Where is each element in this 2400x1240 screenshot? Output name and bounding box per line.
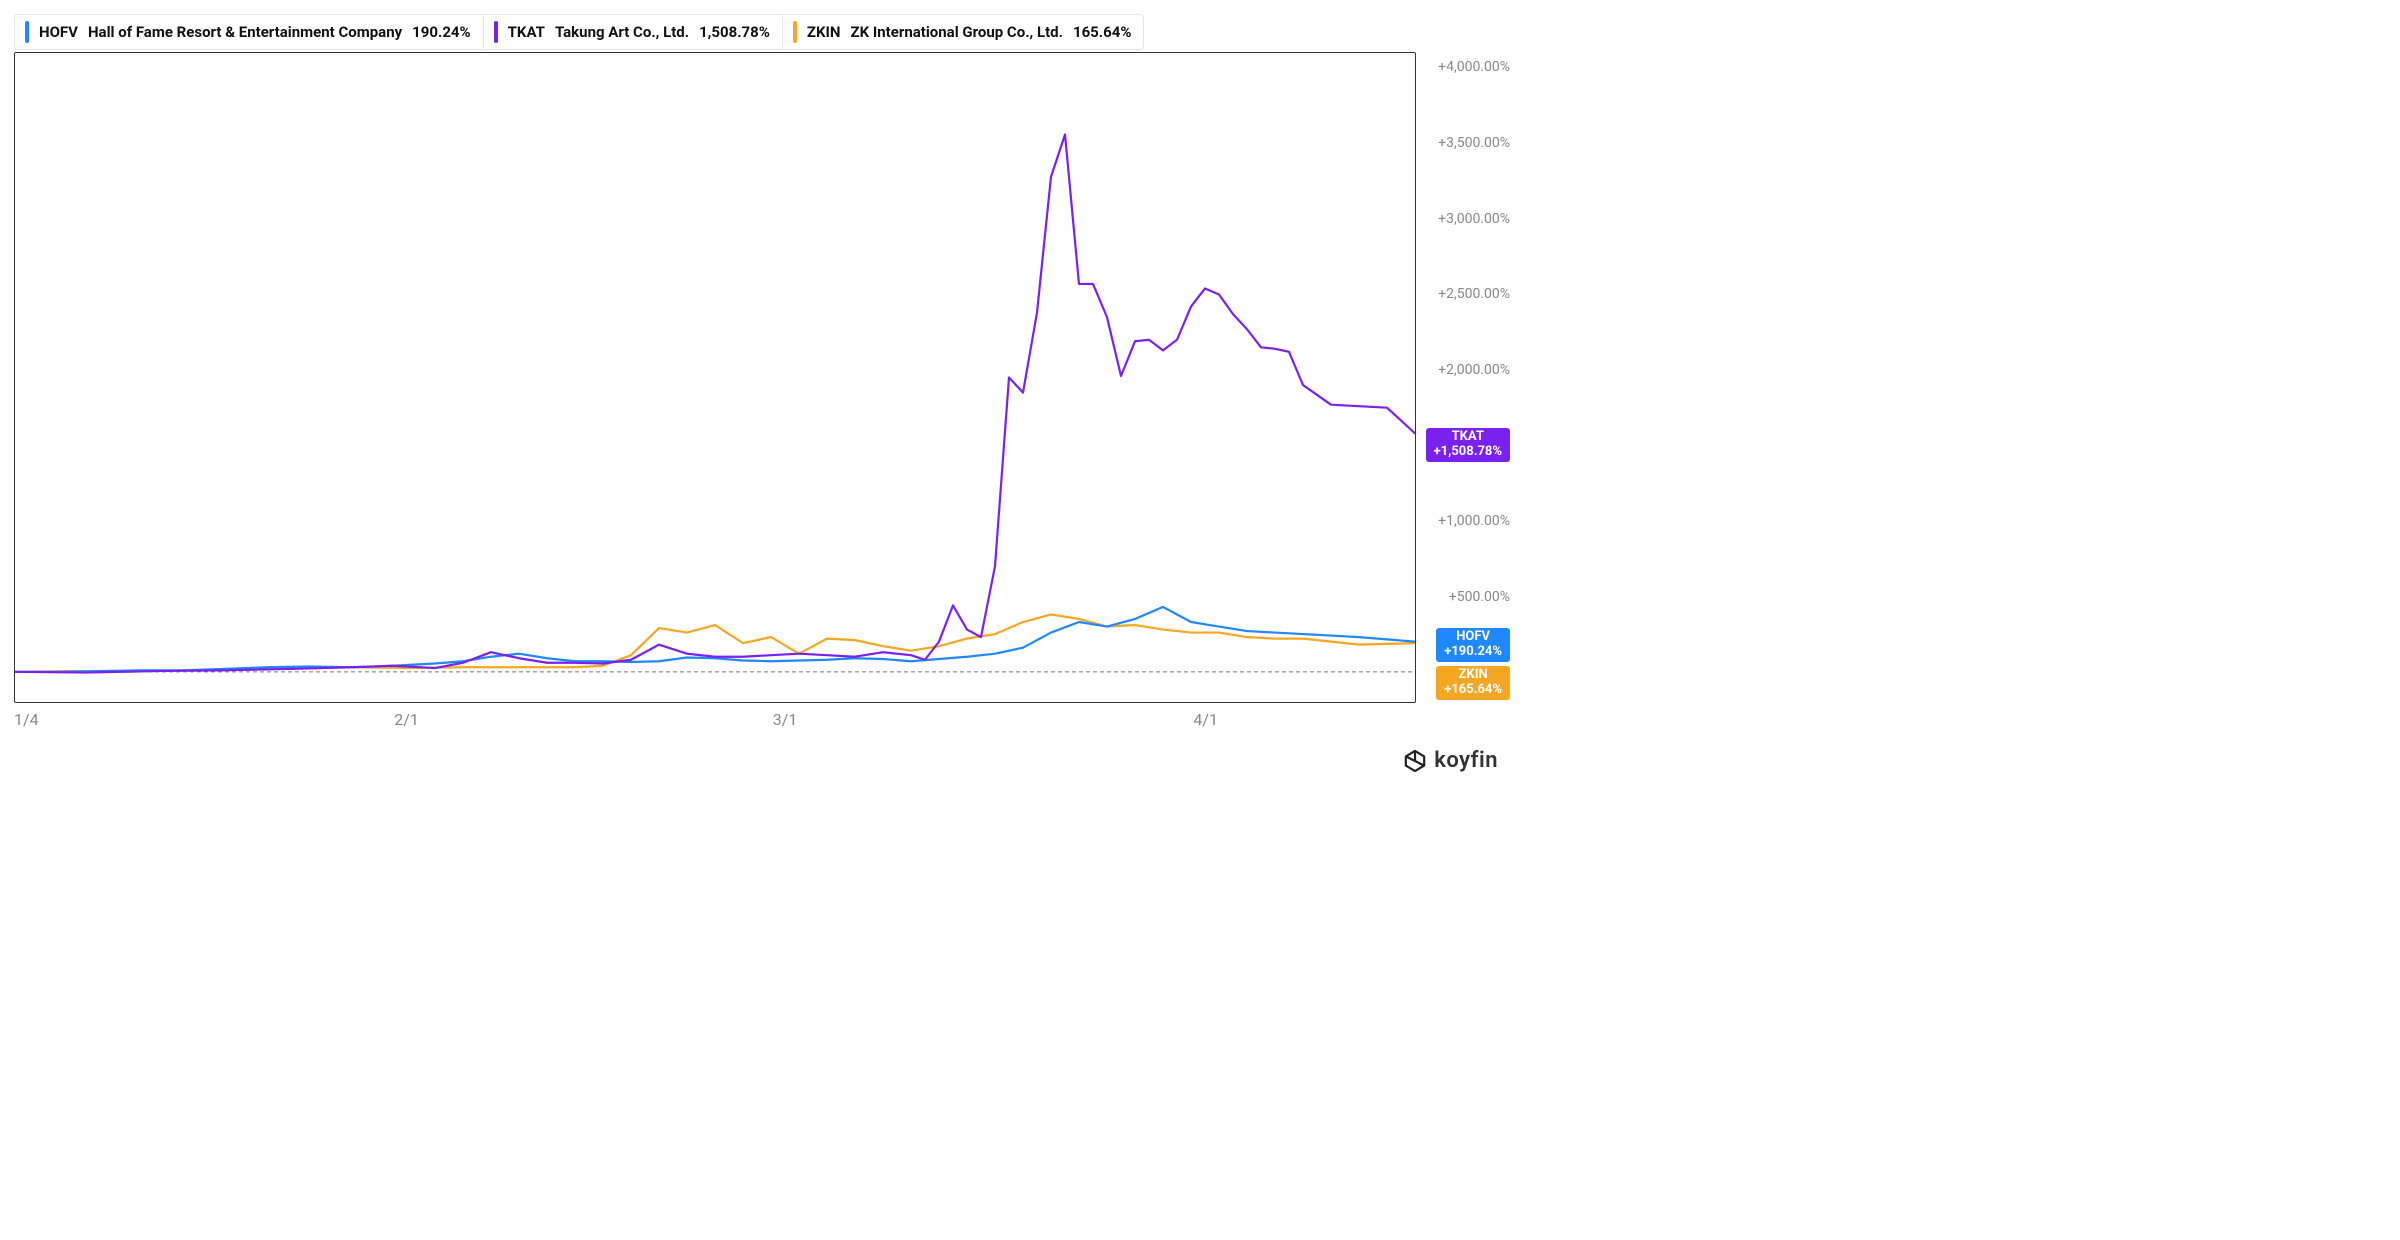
legend-ticker: TKAT bbox=[508, 23, 545, 41]
legend-swatch bbox=[793, 21, 797, 43]
x-axis-label: 1/4 bbox=[14, 710, 39, 729]
legend: HOFV Hall of Fame Resort & Entertainment … bbox=[14, 14, 1144, 50]
legend-item-zkin[interactable]: ZKIN ZK International Group Co., Ltd. 165.… bbox=[782, 15, 1144, 49]
y-axis-label: +500.00% bbox=[1449, 589, 1510, 605]
koyfin-icon bbox=[1404, 750, 1426, 772]
y-axis-label: +3,500.00% bbox=[1438, 135, 1510, 151]
legend-swatch bbox=[494, 21, 498, 43]
legend-ticker: HOFV bbox=[39, 23, 78, 41]
y-axis-label: +2,000.00% bbox=[1438, 362, 1510, 378]
legend-company-name: Takung Art Co., Ltd. bbox=[555, 23, 689, 41]
price-tag-hofv: HOFV+190.24% bbox=[1436, 628, 1510, 662]
legend-value: 190.24% bbox=[412, 23, 470, 41]
legend-item-tkat[interactable]: TKAT Takung Art Co., Ltd. 1,508.78% bbox=[483, 15, 782, 49]
price-tag-zkin: ZKIN+165.64% bbox=[1436, 666, 1510, 700]
y-axis-label: +4,000.00% bbox=[1438, 59, 1510, 75]
chart-frame: HOFV Hall of Fame Resort & Entertainment … bbox=[0, 0, 1516, 783]
brand-text: koyfin bbox=[1434, 748, 1498, 773]
price-tag-ticker: HOFV bbox=[1444, 630, 1502, 645]
y-axis-label: +3,000.00% bbox=[1438, 211, 1510, 227]
price-tag-ticker: TKAT bbox=[1434, 430, 1502, 445]
y-axis-label: +1,000.00% bbox=[1438, 513, 1510, 529]
brand-logo: koyfin bbox=[1404, 748, 1498, 773]
legend-company-name: Hall of Fame Resort & Entertainment Comp… bbox=[88, 23, 402, 41]
legend-company-name: ZK International Group Co., Ltd. bbox=[850, 23, 1062, 41]
price-tag-ticker: ZKIN bbox=[1444, 668, 1502, 683]
price-tag-value: +165.64% bbox=[1444, 683, 1502, 698]
series-line-zkin bbox=[15, 614, 1415, 671]
x-axis-label: 3/1 bbox=[773, 710, 798, 729]
price-tag-value: +1,508.78% bbox=[1434, 445, 1502, 460]
legend-item-hofv[interactable]: HOFV Hall of Fame Resort & Entertainment … bbox=[15, 15, 483, 49]
y-axis-label: +2,500.00% bbox=[1438, 286, 1510, 302]
legend-swatch bbox=[25, 21, 29, 43]
price-tag-value: +190.24% bbox=[1444, 645, 1502, 660]
chart-svg bbox=[15, 53, 1415, 702]
x-axis-label: 2/1 bbox=[394, 710, 419, 729]
chart-plot-area bbox=[14, 52, 1416, 703]
series-line-hofv bbox=[15, 607, 1415, 672]
legend-value: 1,508.78% bbox=[699, 23, 770, 41]
x-axis-label: 4/1 bbox=[1193, 710, 1218, 729]
price-tag-tkat: TKAT+1,508.78% bbox=[1426, 428, 1510, 462]
legend-value: 165.64% bbox=[1073, 23, 1131, 41]
series-line-tkat bbox=[15, 135, 1415, 673]
legend-ticker: ZKIN bbox=[807, 23, 841, 41]
